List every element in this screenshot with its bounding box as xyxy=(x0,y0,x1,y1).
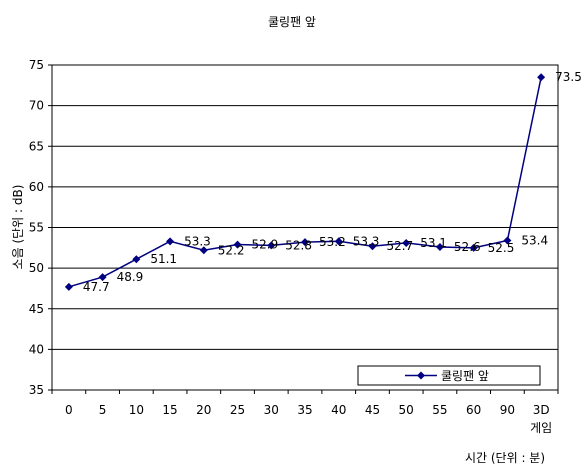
data-label: 52.7 xyxy=(386,239,413,253)
x-tick-label: 90 xyxy=(500,403,515,417)
data-point xyxy=(267,241,276,250)
data-label: 73.5 xyxy=(555,70,582,84)
data-label: 53.2 xyxy=(319,235,346,249)
x-tick-labels: 0 5 10 15 20 25 30 35 40 45 50 55 60 90 3D 게임 xyxy=(65,403,552,435)
data-label: 48.9 xyxy=(117,270,144,284)
legend: 쿨링팬 앞 xyxy=(357,365,541,386)
x-tick-label: 25 xyxy=(230,403,245,417)
data-point xyxy=(435,243,444,251)
data-label: 52.6 xyxy=(454,240,481,254)
chart-title: 쿨링팬 앞 xyxy=(268,15,316,29)
x-tick-label: 0 xyxy=(65,403,73,417)
data-point xyxy=(132,255,141,264)
y-tick-label: 75 xyxy=(29,58,44,72)
data-point xyxy=(233,240,242,249)
data-label: 52.5 xyxy=(488,241,515,255)
data-label: 53.4 xyxy=(521,234,548,248)
y-axis-label: 소음 (단위 : dB) xyxy=(11,185,25,270)
data-label: 51.1 xyxy=(150,252,177,266)
x-tick-label: 5 xyxy=(99,403,107,417)
data-label: 53.1 xyxy=(420,236,447,250)
legend-label: 쿨링팬 앞 xyxy=(441,369,489,383)
y-tick-label: 55 xyxy=(29,221,44,235)
x-tick-label: 60 xyxy=(466,403,481,417)
x-axis-label: 시간 (단위 : 분) xyxy=(465,451,545,465)
series-group xyxy=(64,73,546,291)
data-labels: 47.7 48.9 51.1 53.3 52.2 52.9 52.8 53.2 53.3 52.7… xyxy=(83,70,582,294)
data-point xyxy=(503,236,512,245)
x-tick-label: 50 xyxy=(399,403,414,417)
y-tick-label: 60 xyxy=(29,180,44,194)
data-point xyxy=(334,237,343,246)
y-tick-labels: 35 40 45 50 55 60 65 70 75 xyxy=(29,58,44,397)
y-tick-label: 40 xyxy=(29,342,44,356)
grid-lines xyxy=(48,64,559,394)
data-point xyxy=(402,238,411,247)
y-tick-label: 45 xyxy=(29,302,44,316)
y-tick-label: 50 xyxy=(29,261,44,275)
data-point xyxy=(199,246,208,255)
data-label: 52.9 xyxy=(252,238,279,252)
data-point xyxy=(469,243,478,252)
y-tick-label: 65 xyxy=(29,139,44,153)
x-tick-label: 게임 xyxy=(530,421,552,435)
data-label: 53.3 xyxy=(353,234,380,248)
data-label: 52.2 xyxy=(218,243,245,257)
x-tick-label: 3D xyxy=(533,403,550,417)
x-tick-label: 55 xyxy=(432,403,447,417)
data-label: 53.3 xyxy=(184,234,211,248)
data-label: 47.7 xyxy=(83,280,110,294)
x-tick-label: 15 xyxy=(162,403,177,417)
data-point xyxy=(368,242,377,251)
x-tick-label: 10 xyxy=(129,403,144,417)
data-label: 52.8 xyxy=(285,238,312,252)
x-tick-label: 45 xyxy=(365,403,380,417)
data-point xyxy=(64,282,73,291)
y-tick-label: 35 xyxy=(29,383,44,397)
x-tick-label: 20 xyxy=(196,403,211,417)
data-point xyxy=(301,238,309,247)
data-point xyxy=(98,273,107,282)
legend-marker xyxy=(417,371,425,380)
data-point xyxy=(537,73,546,82)
legend-box xyxy=(357,365,541,386)
x-tick-label: 30 xyxy=(264,403,279,417)
y-tick-label: 70 xyxy=(29,99,44,113)
x-tick-label: 40 xyxy=(331,403,346,417)
x-tick-label: 35 xyxy=(297,403,312,417)
data-point xyxy=(166,237,175,246)
